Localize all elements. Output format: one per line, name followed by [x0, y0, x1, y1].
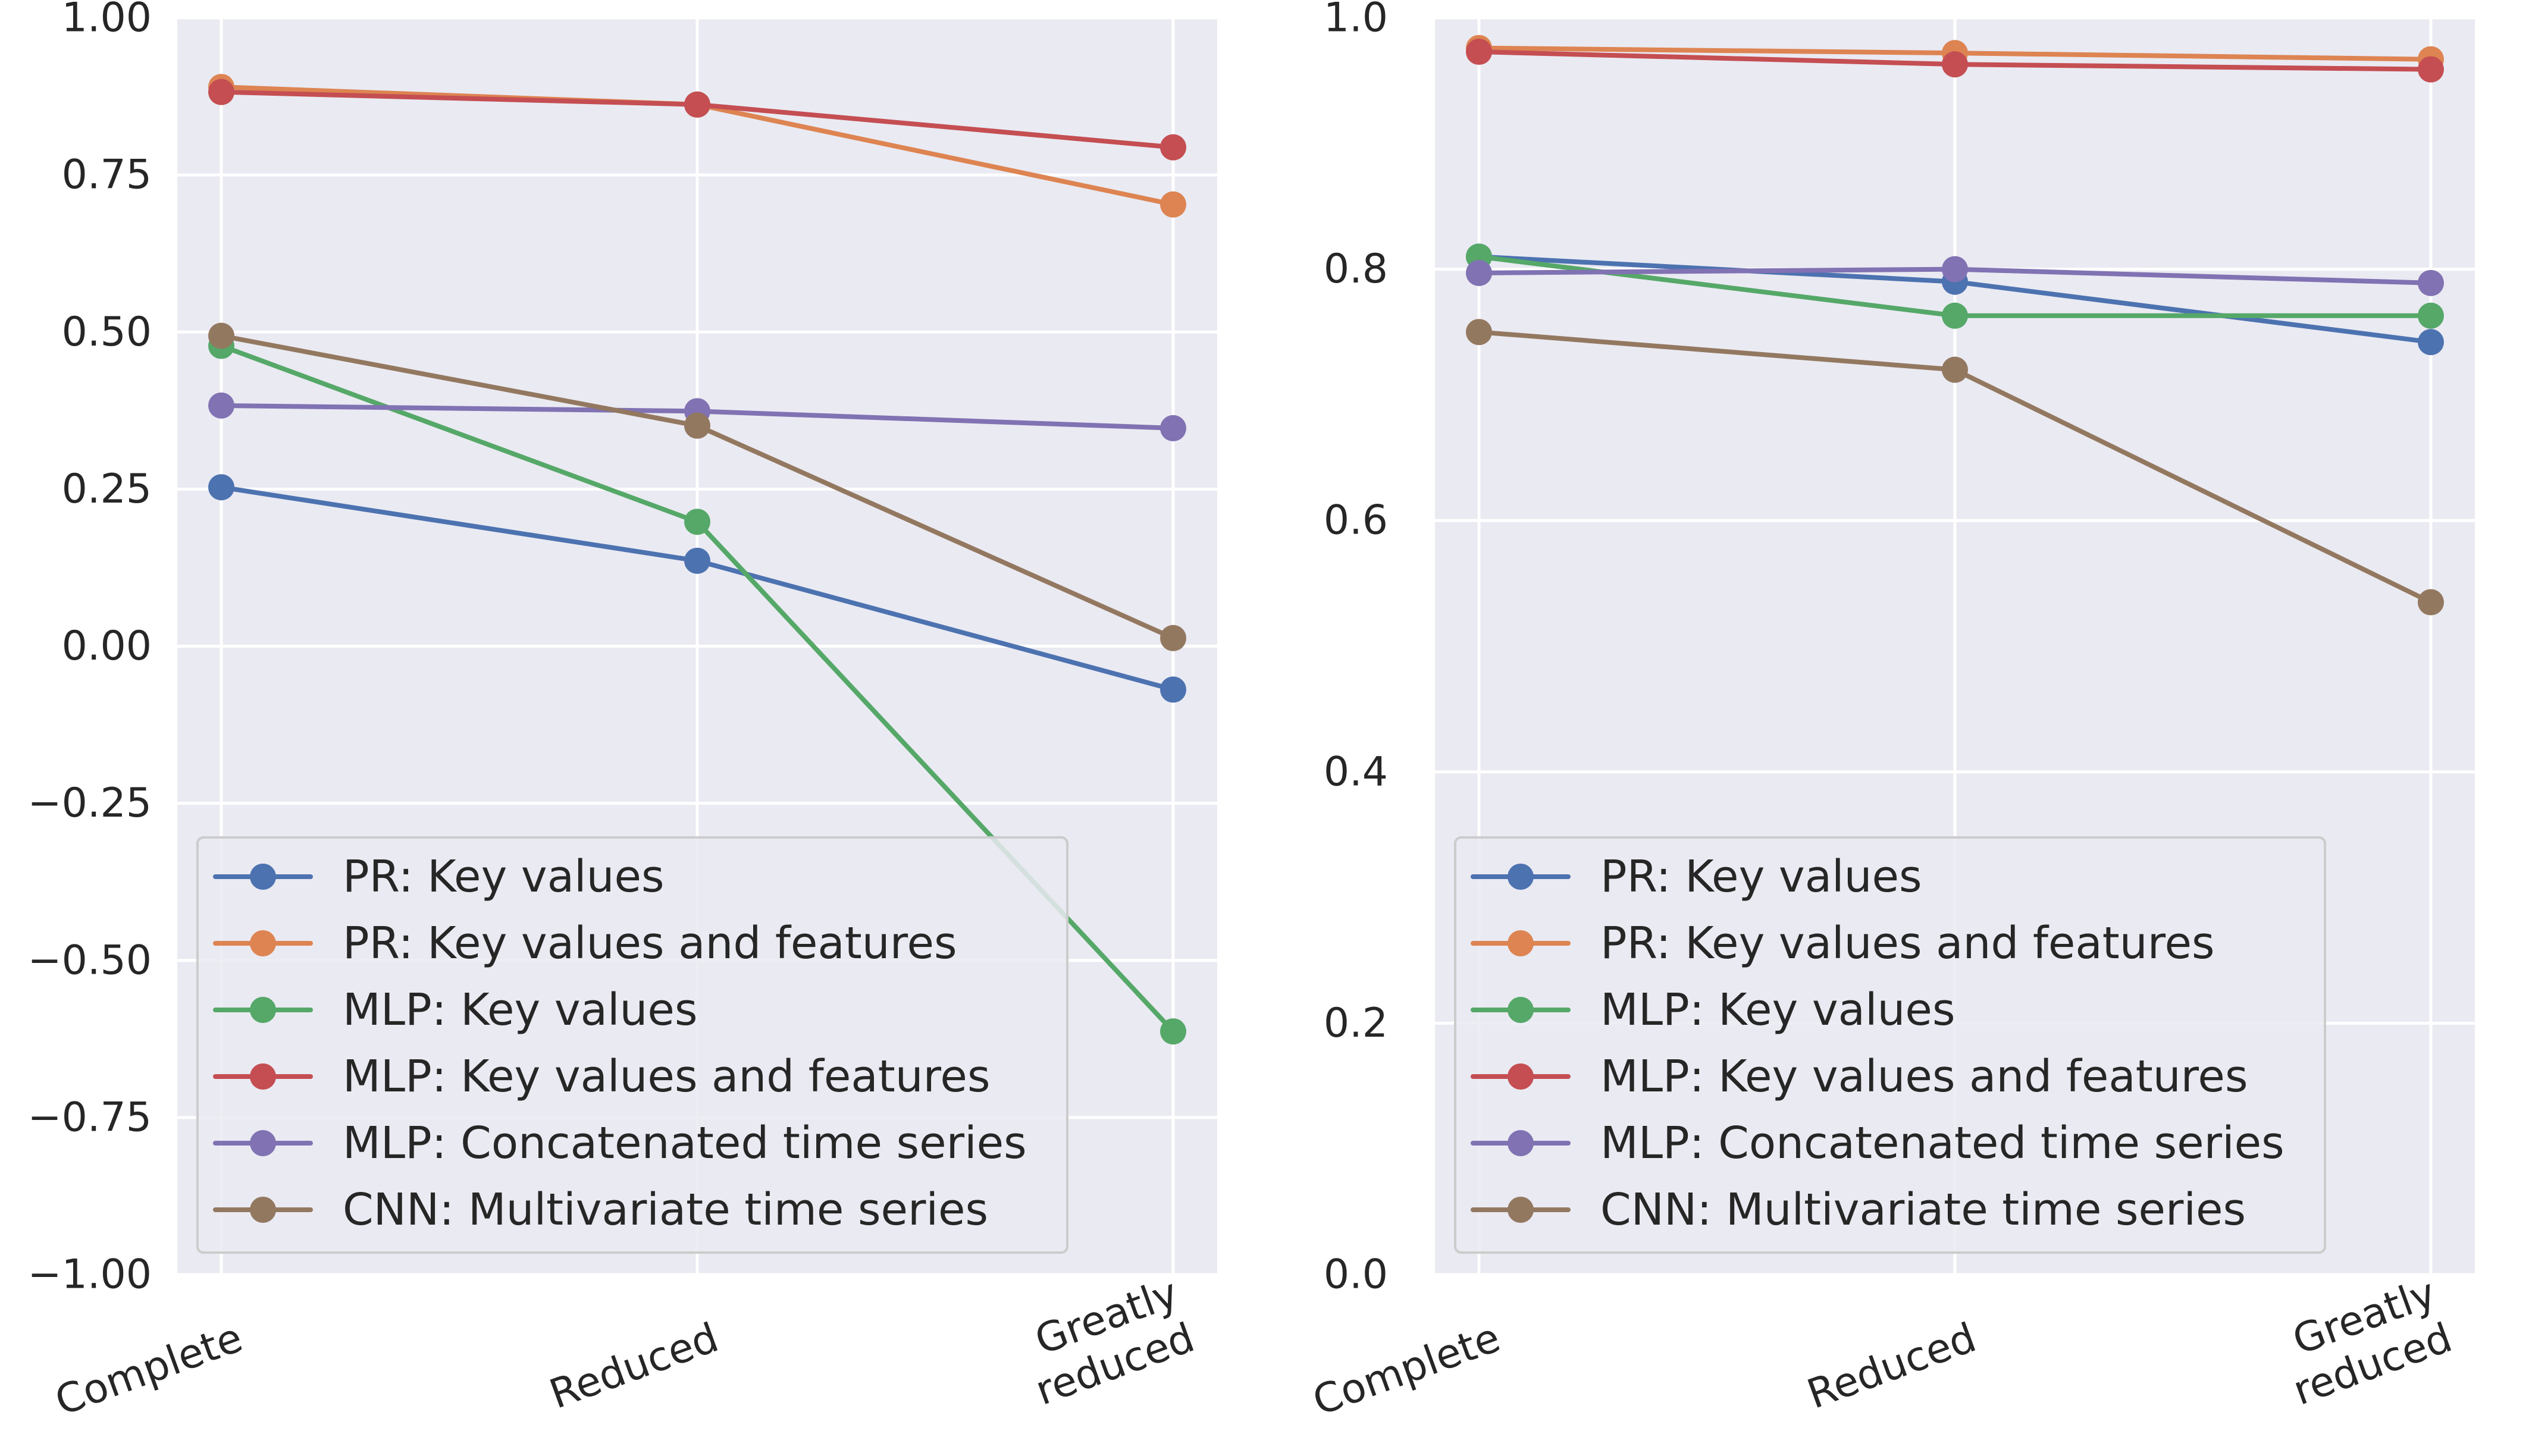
legend-label: MLP: Key values [1600, 984, 1955, 1035]
data-point [1942, 302, 1968, 329]
data-point [208, 79, 234, 105]
y-tick-label: 0.4 [1324, 748, 1388, 795]
y-tick-label: −0.50 [28, 937, 152, 984]
y-tick-label: −0.75 [28, 1094, 152, 1141]
data-point [1466, 259, 1492, 286]
legend-swatch-marker [1508, 1063, 1534, 1090]
data-point [2418, 269, 2444, 296]
data-point [2418, 329, 2444, 356]
legend-swatch-marker [250, 930, 276, 956]
legend-swatch-marker [1508, 1197, 1534, 1223]
legend-label: MLP: Key values and features [343, 1051, 991, 1102]
series-4 [208, 79, 1186, 161]
series-3 [1466, 243, 2444, 329]
legend-item: PR: Key values and features [213, 918, 957, 969]
y-tick-label: −1.00 [28, 1251, 152, 1298]
data-point [208, 322, 234, 349]
chart-panel-1: −1.00 −0.75 −0.50 −0.25 0.00 0.25 0.50 0.75 1.00… [28, 0, 1217, 1425]
legend-swatch-marker [250, 1063, 276, 1090]
legend-swatch-marker [1508, 1130, 1534, 1156]
legend-swatch-marker [250, 1130, 276, 1156]
legend-item: PR: Key values [1471, 851, 1922, 902]
legend-swatch-marker [1508, 930, 1534, 956]
y-tick-label: 1.0 [1324, 0, 1388, 42]
series-5 [1466, 256, 2444, 296]
y-tick-label: −0.25 [28, 780, 152, 827]
data-point [684, 509, 710, 535]
legend-label: PR: Key values and features [1600, 918, 2215, 969]
legend-frame [1454, 836, 2326, 1254]
data-point [1942, 356, 1968, 383]
legend-item: MLP: Concatenated time series [1471, 1118, 2284, 1169]
y-tick-label: 0.0 [1324, 1251, 1388, 1298]
data-point [1160, 191, 1186, 218]
legend-item: MLP: Key values [213, 984, 698, 1035]
data-point [2418, 56, 2444, 83]
data-point [684, 412, 710, 439]
legend-swatch-marker [250, 864, 276, 890]
legend-item: MLP: Key values and features [1471, 1051, 2248, 1102]
legend-item: CNN: Multivariate time series [1471, 1184, 2246, 1235]
legend-swatch-marker [1508, 997, 1534, 1023]
legend-label: MLP: Key values and features [1600, 1051, 2248, 1102]
series-6 [208, 322, 1186, 651]
data-point [1160, 415, 1186, 441]
legend: PR: Key values PR: Key values and feature… [1454, 836, 2326, 1254]
legend-item: MLP: Key values and features [213, 1051, 991, 1102]
legend-swatch-marker [1508, 864, 1534, 890]
data-point [684, 547, 710, 574]
legend-label: PR: Key values [343, 851, 665, 902]
series-4 [1466, 39, 2444, 83]
series-6 [1466, 319, 2444, 616]
legend-label: MLP: Concatenated time series [1600, 1118, 2284, 1169]
data-point [684, 91, 710, 118]
y-tick-label: 0.00 [62, 623, 152, 670]
data-point [1466, 319, 1492, 346]
data-point [2418, 302, 2444, 329]
data-point [1160, 676, 1186, 703]
legend-item: PR: Key values [213, 851, 665, 902]
legend-label: MLP: Key values [343, 984, 698, 1035]
legend-item: PR: Key values and features [1471, 918, 2215, 969]
data-point [1942, 256, 1968, 283]
y-tick-label: 0.25 [62, 466, 152, 513]
data-point [1160, 1018, 1186, 1045]
data-point [2418, 589, 2444, 616]
legend-label: CNN: Multivariate time series [1600, 1184, 2246, 1235]
y-tick-label: 0.50 [62, 309, 152, 356]
data-point [1466, 39, 1492, 65]
legend-item: MLP: Concatenated time series [213, 1118, 1027, 1169]
legend: PR: Key values PR: Key values and feature… [196, 836, 1068, 1254]
y-tick-label: 0.6 [1324, 497, 1388, 544]
data-point [208, 474, 234, 501]
series-1 [208, 474, 1186, 703]
legend-frame [196, 836, 1068, 1254]
y-tick-label: 0.75 [62, 152, 152, 199]
y-tick-label: 0.2 [1324, 1000, 1388, 1047]
data-point [1160, 625, 1186, 651]
data-point [1160, 134, 1186, 161]
legend-label: MLP: Concatenated time series [343, 1118, 1027, 1169]
data-point [1942, 51, 1968, 78]
legend-label: PR: Key values [1600, 851, 1922, 902]
legend-label: CNN: Multivariate time series [343, 1184, 988, 1235]
legend-swatch-marker [250, 1197, 276, 1223]
legend-item: CNN: Multivariate time series [213, 1184, 988, 1235]
y-tick-label: 0.8 [1324, 246, 1388, 293]
y-tick-label: 1.00 [62, 0, 152, 42]
data-point [208, 392, 234, 419]
legend-item: MLP: Key values [1471, 984, 1955, 1035]
legend-swatch-marker [250, 997, 276, 1023]
legend-label: PR: Key values and features [343, 918, 957, 969]
